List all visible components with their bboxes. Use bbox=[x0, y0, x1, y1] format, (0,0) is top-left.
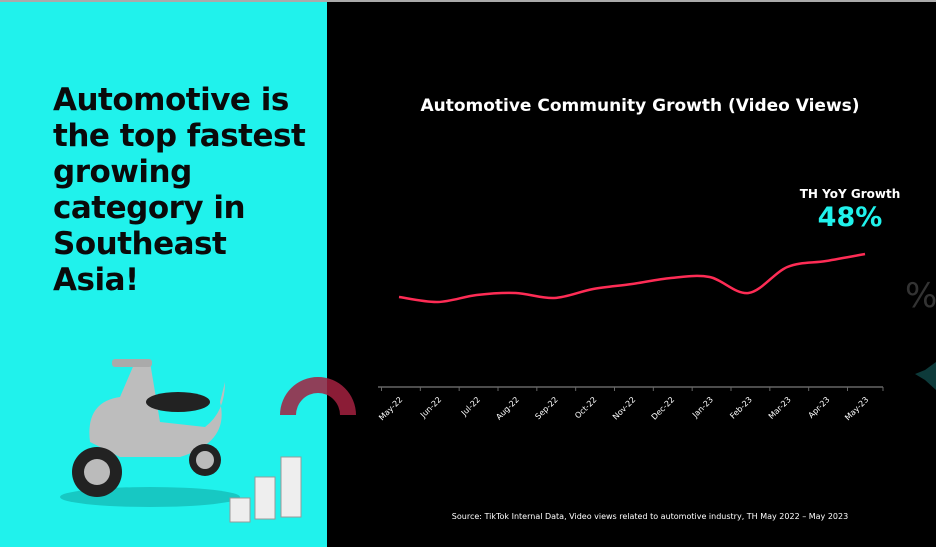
x-tick-label: May-23 bbox=[843, 395, 870, 422]
x-tick-label: May-22 bbox=[377, 395, 404, 422]
x-tick-label: Feb-23 bbox=[728, 395, 754, 421]
scooter-illustration bbox=[60, 359, 240, 507]
x-tick-label: Aug-22 bbox=[494, 395, 521, 422]
series-line bbox=[399, 254, 865, 302]
x-tick-label: Jan-23 bbox=[690, 395, 715, 420]
x-tick-label: Nov-22 bbox=[611, 395, 637, 421]
x-tick-label: Dec-22 bbox=[650, 395, 677, 422]
star-decoration bbox=[915, 362, 936, 390]
bar-chart-illustration bbox=[230, 457, 301, 522]
x-tick-label: Apr-23 bbox=[807, 395, 832, 420]
semicircle-decoration bbox=[280, 377, 356, 415]
line-chart: May-22 Jun-22 Jul-22 Aug-22 Sep-22 Oct-22 Nov-… bbox=[377, 254, 883, 422]
x-tick-label: Jul-22 bbox=[459, 395, 482, 418]
x-tick-label: Sep-22 bbox=[533, 395, 559, 421]
x-tick-label: Oct-22 bbox=[573, 395, 598, 420]
x-tick-label: Jun-22 bbox=[418, 395, 443, 420]
x-tick-label: Mar-23 bbox=[767, 395, 793, 421]
percent-decoration: % bbox=[905, 276, 936, 316]
